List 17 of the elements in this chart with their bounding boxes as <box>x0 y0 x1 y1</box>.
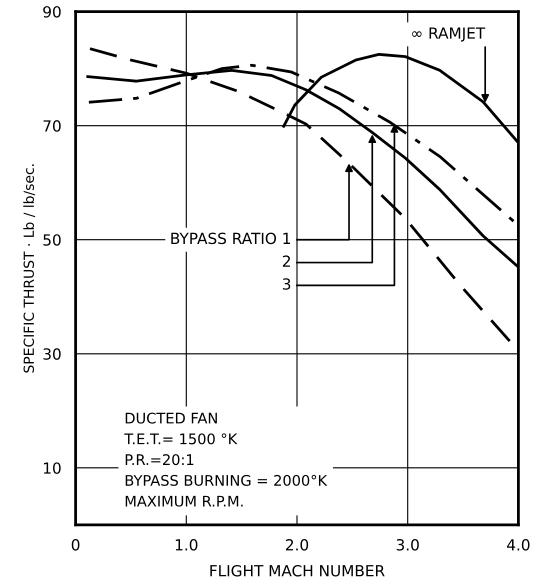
annotation: 2 <box>282 255 290 267</box>
x-tick-label: 4.0 <box>507 539 530 551</box>
y-tick-label: 30 <box>43 348 61 360</box>
y-tick-label: 70 <box>44 120 61 132</box>
x-tick-label: 2.0 <box>286 539 308 551</box>
annotation: BYPASS RATIO 1 <box>171 232 290 244</box>
x-tick-label: 3.0 <box>396 539 419 551</box>
x-axis-title: FLIGHT MACH NUMBER <box>210 564 385 577</box>
x-tick-label: 0 <box>72 539 80 551</box>
y-axis-title: SPECIFIC THRUST · Lb / lb/sec. <box>23 164 36 373</box>
annotation: 3 <box>282 278 290 290</box>
y-tick-label: 10 <box>44 462 61 474</box>
x-tick-label: 1.0 <box>176 539 198 551</box>
y-tick-label: 90 <box>43 6 61 18</box>
annotation: ∞ RAMJET <box>412 27 486 42</box>
annotation: DUCTED FAN T.E.T.= 1500 °K P.R.=20:1 BYPASS BURNING = 2000°K MAXIMUM R.P.M. <box>124 412 328 507</box>
y-tick-label: 50 <box>43 234 61 246</box>
